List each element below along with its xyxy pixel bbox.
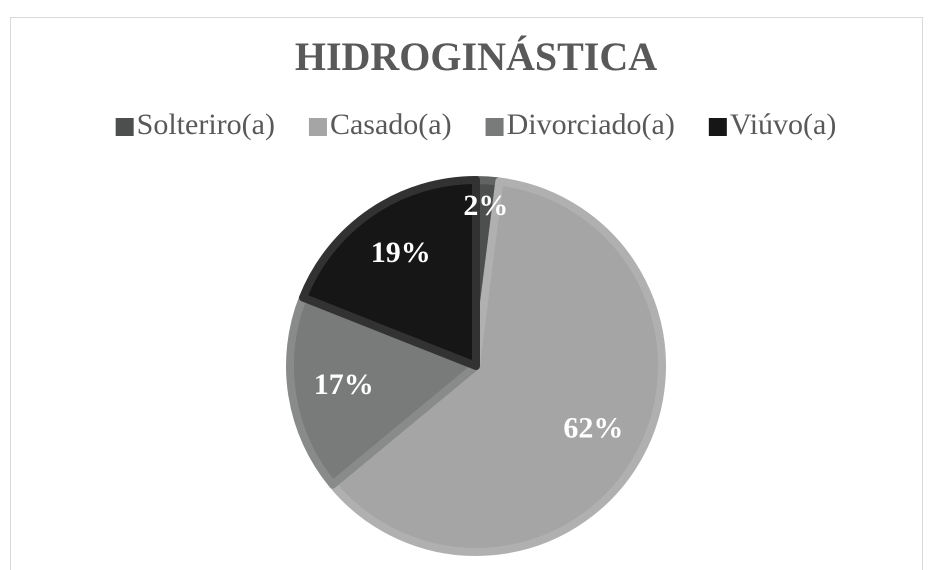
chart-title: HIDROGINÁSTICA	[295, 34, 657, 79]
pie-slice	[286, 293, 480, 489]
pie-slice	[328, 177, 666, 556]
legend-swatch	[708, 118, 727, 136]
pie-slice	[299, 176, 480, 370]
legend-label: Viúvo(a)	[730, 108, 837, 141]
data-label: 62%	[563, 411, 623, 444]
legend-swatch	[115, 118, 134, 136]
data-label: 19%	[371, 236, 431, 269]
legend: Solteriro(a) Casado(a) Divorciado(a) Viúvo(…	[115, 108, 837, 141]
data-label: 2%	[463, 189, 508, 222]
legend-swatch	[308, 118, 327, 136]
legend-label: Casado(a)	[330, 108, 452, 141]
legend-label: Divorciado(a)	[507, 108, 675, 141]
data-label: 17%	[314, 368, 374, 401]
legend-label: Solteriro(a)	[137, 108, 275, 141]
legend-swatch	[485, 118, 504, 136]
